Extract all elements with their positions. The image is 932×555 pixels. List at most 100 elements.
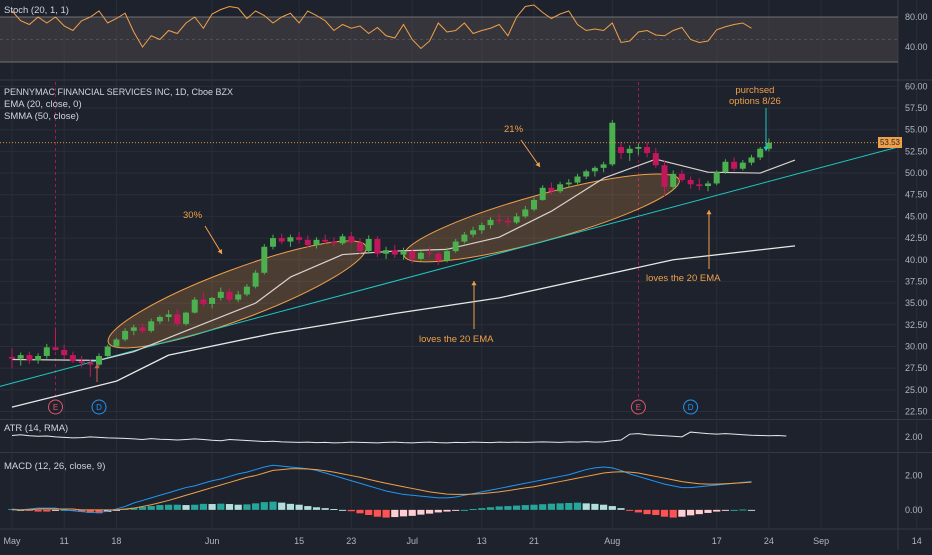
time-tick-label: 23 <box>346 536 356 546</box>
stoch-line <box>11 4 752 50</box>
candle-body <box>705 183 711 187</box>
dividend-marker <box>91 399 107 415</box>
arrow-30-percent-head <box>217 249 222 254</box>
earnings-marker <box>630 399 646 415</box>
macd-histogram-bar <box>747 509 756 511</box>
candle-body <box>183 312 189 324</box>
time-tick-label: 17 <box>712 536 722 546</box>
macd-histogram-bar <box>434 509 442 513</box>
candle-body <box>9 356 15 359</box>
candle-body <box>330 241 337 244</box>
annotation-30-percent: 30% <box>183 210 203 221</box>
candle-body <box>748 157 755 163</box>
time-tick-label: Aug <box>604 536 620 546</box>
candle-body <box>626 148 633 154</box>
candle-body <box>374 238 381 254</box>
candle-body <box>26 355 33 361</box>
annotation-purchased-line1: purchsed <box>735 85 775 96</box>
macd-histogram-bar <box>739 509 747 511</box>
macd-histogram-bar <box>695 509 703 515</box>
macd-histogram-bar <box>399 509 408 517</box>
candle-body <box>287 237 294 242</box>
time-tick-label: 13 <box>477 536 487 546</box>
candle-body <box>226 291 233 300</box>
macd-histogram-bar <box>138 506 147 510</box>
time-tick-label: 21 <box>529 536 539 546</box>
time-tick-label: 15 <box>294 536 304 546</box>
macd-histogram-bar <box>43 509 51 512</box>
macd-legend[interactable]: MACD (12, 26, close, 9) <box>4 461 106 472</box>
price-tick-label: 60.00 <box>905 81 928 91</box>
candle-body <box>304 239 311 246</box>
atr-line <box>11 431 787 444</box>
macd-histogram-bar <box>191 504 199 510</box>
macd-histogram-bar <box>486 507 495 510</box>
candle-body <box>261 246 268 273</box>
smma-legend[interactable]: SMMA (50, close) <box>4 111 79 122</box>
time-axis: May 11 18 Jun 15 23 Jul 13 21 Aug 17 24 Sep 14 <box>3 536 921 546</box>
macd-histogram-bar <box>34 509 42 512</box>
annotation-loves-ema-1: loves the 20 EMA <box>419 334 494 345</box>
macd-histogram-bar <box>530 504 538 510</box>
candle-body <box>200 299 207 304</box>
candle-body <box>591 167 598 172</box>
macd-line <box>11 464 752 513</box>
macd-histogram-bar <box>86 509 94 513</box>
macd-histogram-bar <box>626 509 634 511</box>
macd-histogram-bar <box>460 509 468 511</box>
time-tick-label: Sep <box>813 536 829 546</box>
annotation-loves-ema-2: loves the 20 EMA <box>646 273 721 284</box>
candle-body <box>487 219 494 226</box>
atr-legend[interactable]: ATR (14, RMA) <box>4 423 69 434</box>
macd-histogram-bar <box>130 507 138 510</box>
candle-body <box>531 199 537 210</box>
candle-body <box>148 321 155 331</box>
candle-body <box>217 291 224 298</box>
candle-body <box>470 230 477 235</box>
macd-histogram-bar <box>678 509 686 517</box>
candle-body <box>17 355 24 359</box>
macd-histogram-bar <box>652 509 660 515</box>
candle-body <box>644 147 651 154</box>
arrow-30-percent <box>204 225 223 255</box>
candle-body <box>191 299 198 313</box>
macd-histogram-bar <box>95 509 103 514</box>
macd-tick-label: 0.00 <box>905 505 923 515</box>
candle-body <box>670 173 677 187</box>
price-tick-label: 37.50 <box>905 276 928 286</box>
price-axes: 80.00 40.00 60.00 57.50 55.00 52.50 50.00 47.50… <box>905 12 928 515</box>
arrow-may-low-head <box>94 364 100 369</box>
ema-legend[interactable]: EMA (20, close, 0) <box>4 99 82 110</box>
macd-histogram-bar <box>373 509 381 517</box>
candle-body <box>104 346 111 357</box>
macd-histogram-bar <box>304 506 312 510</box>
macd-histogram-bar <box>600 504 608 510</box>
candle-body <box>78 361 85 363</box>
candle-body <box>383 250 390 254</box>
candle-body <box>348 236 355 243</box>
event-marker-label: E <box>636 403 641 412</box>
macd-histogram-bar <box>51 509 60 511</box>
stoch-legend[interactable]: Stoch (20, 1, 1) <box>4 5 69 16</box>
macd-histogram-bar <box>347 509 355 512</box>
candle-body <box>96 356 102 365</box>
macd-histogram-bar <box>704 509 712 513</box>
candle-body <box>174 314 181 324</box>
candle-body <box>513 216 520 223</box>
candle-body <box>496 219 503 221</box>
stoch-tick-label: 80.00 <box>905 12 928 22</box>
candle-body <box>600 164 607 168</box>
candle-body <box>270 238 276 247</box>
macd-histogram-bar <box>426 509 434 514</box>
candle-body <box>409 251 416 259</box>
macd-histogram-bar <box>260 502 268 510</box>
candle-body <box>357 242 363 252</box>
candle-body <box>278 238 285 242</box>
price-tick-label: 30.00 <box>905 341 928 351</box>
macd-histogram-bar <box>452 509 460 511</box>
time-tick-label: Jul <box>406 536 418 546</box>
candle-body <box>156 316 163 322</box>
macd-histogram-bar <box>295 504 303 510</box>
